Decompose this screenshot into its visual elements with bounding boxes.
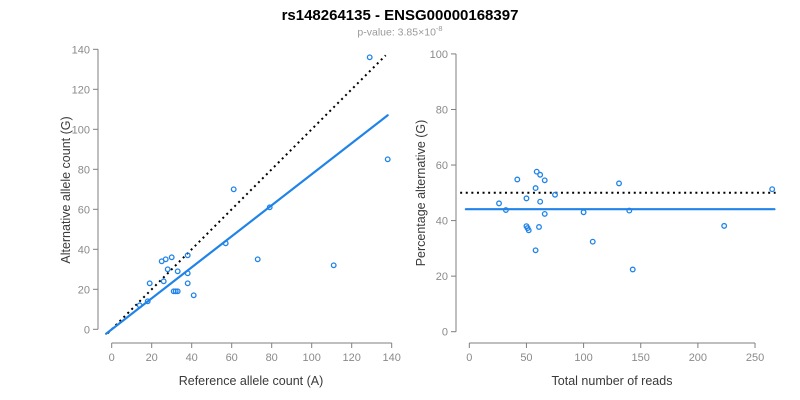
data-point <box>580 209 587 216</box>
data-point <box>541 177 548 184</box>
allele-counts-scatter-plot: 0 20 40 60 80 100 120 140 0 20 40 60 80 100 120 140 Ref… <box>59 44 401 388</box>
data-point <box>184 270 191 277</box>
y-tick-label: 20 <box>436 271 448 283</box>
data-point <box>168 254 175 261</box>
data-point <box>525 227 532 234</box>
data-point <box>496 200 502 207</box>
data-point <box>502 207 509 213</box>
data-point <box>254 256 261 263</box>
y-tick-label: 140 <box>72 44 90 56</box>
y-tick-label: 20 <box>78 284 90 296</box>
p-value-text: p-value: 3.85×10 <box>357 26 436 39</box>
x-tick-label: 100 <box>574 352 592 364</box>
y-tick-label: 40 <box>78 244 90 256</box>
data-point <box>330 262 337 269</box>
data-point <box>523 195 530 202</box>
y-tick-label: 60 <box>78 204 90 216</box>
data-point <box>537 198 544 205</box>
data-point <box>144 298 151 305</box>
data-point <box>162 256 169 263</box>
y-tick-label: 80 <box>78 164 90 176</box>
right-x-axis-title: Total number of reads <box>552 374 673 388</box>
right-plot-marks: 0 20 40 60 80 100 0 50 100 150 200 250 <box>430 49 776 364</box>
x-tick-label: 150 <box>632 352 650 364</box>
data-point <box>174 268 181 275</box>
data-point <box>721 222 728 229</box>
y-tick-label: 0 <box>442 327 448 339</box>
x-tick-label: 80 <box>266 352 278 364</box>
percentage-alternative-scatter-plot: 0 20 40 60 80 100 0 50 100 150 200 250 Total number… <box>414 49 776 388</box>
data-point <box>552 191 558 198</box>
x-tick-label: 0 <box>109 352 115 364</box>
figure-subtitle: p-value: 3.85×10-8 <box>0 24 800 39</box>
data-point <box>164 266 171 273</box>
data-point <box>222 240 229 247</box>
data-point <box>384 156 391 163</box>
x-tick-label: 20 <box>146 352 158 364</box>
data-point <box>532 247 539 254</box>
data-point <box>136 302 143 309</box>
x-tick-label: 40 <box>186 352 198 364</box>
data-point <box>629 266 636 273</box>
data-point <box>541 210 548 217</box>
fit-line <box>104 114 389 335</box>
y-tick-label: 0 <box>84 324 90 336</box>
data-point <box>366 54 373 61</box>
data-point <box>190 292 197 299</box>
x-tick-label: 100 <box>303 352 321 364</box>
data-point <box>184 252 191 259</box>
data-point <box>172 288 179 295</box>
x-tick-label: 0 <box>466 352 472 364</box>
data-point <box>616 180 622 187</box>
figure-title: rs148264135 - ENSG00000168397 <box>281 7 519 24</box>
data-point <box>160 278 167 285</box>
left-y-axis-title: Alternative allele count (G) <box>59 116 73 263</box>
x-tick-label: 250 <box>746 352 764 364</box>
left-x-axis-title: Reference allele count (A) <box>179 374 324 388</box>
x-tick-label: 140 <box>383 352 401 364</box>
data-point <box>626 207 633 214</box>
data-point <box>589 238 596 245</box>
x-tick-label: 120 <box>343 352 361 364</box>
data-point <box>537 171 544 178</box>
data-point <box>174 288 181 295</box>
identity-line <box>106 54 387 335</box>
p-value-exponent: -8 <box>435 24 443 33</box>
data-point <box>230 186 237 193</box>
y-tick-label: 120 <box>72 84 90 96</box>
data-point <box>532 185 539 192</box>
x-tick-label: 200 <box>689 352 707 364</box>
data-point <box>514 176 521 183</box>
x-tick-label: 60 <box>226 352 238 364</box>
data-point <box>536 224 542 230</box>
data-point <box>266 204 273 211</box>
data-point <box>769 186 776 193</box>
y-tick-label: 100 <box>430 49 448 61</box>
left-plot-marks: 0 20 40 60 80 100 120 140 0 20 40 60 80 100 120 140 <box>72 44 401 364</box>
y-tick-label: 80 <box>436 104 448 116</box>
y-tick-label: 100 <box>72 124 90 136</box>
y-tick-label: 60 <box>436 160 448 172</box>
right-y-axis-title: Percentage alternative (G) <box>414 120 428 267</box>
data-point <box>146 280 153 287</box>
y-tick-label: 40 <box>436 216 448 228</box>
data-point <box>184 280 191 287</box>
x-tick-label: 50 <box>520 352 532 364</box>
data-point <box>533 168 540 175</box>
